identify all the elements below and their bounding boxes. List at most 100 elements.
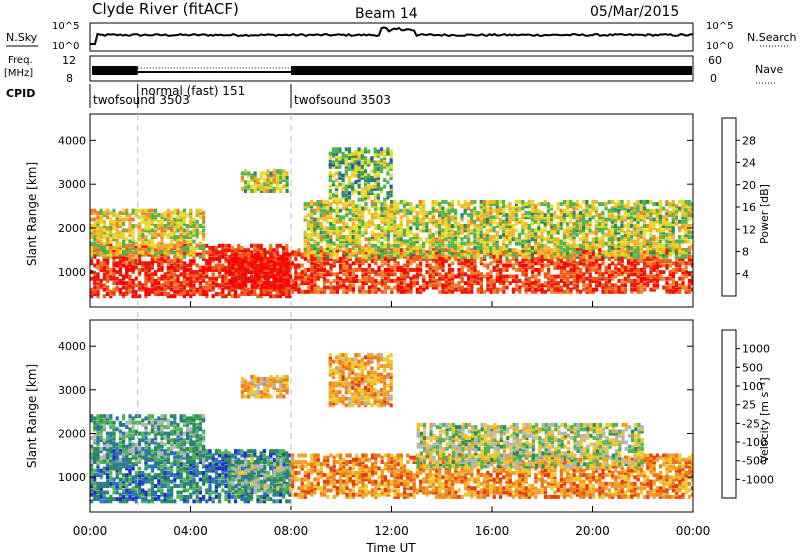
heatmap-cell <box>374 243 378 248</box>
heatmap-cell <box>250 274 254 279</box>
heatmap-cell <box>550 289 554 294</box>
heatmap-cell <box>690 243 693 248</box>
heatmap-cell <box>247 256 251 261</box>
heatmap-cell <box>99 285 103 290</box>
heatmap-cell <box>335 226 339 231</box>
heatmap-cell <box>266 180 270 185</box>
heatmap-cell <box>553 287 557 292</box>
heatmap-cell <box>655 210 659 215</box>
heatmap-cell <box>211 252 215 257</box>
heatmap-cell <box>406 270 410 275</box>
heatmap-cell <box>313 239 317 244</box>
heatmap-cell <box>102 235 106 239</box>
heatmap-cell <box>198 272 202 277</box>
heatmap-cell <box>291 263 295 268</box>
heatmap-cell <box>150 228 154 233</box>
heatmap-cell <box>652 261 656 266</box>
heatmap-cell <box>396 278 400 283</box>
heatmap-cell <box>338 149 342 154</box>
heatmap-cell <box>425 252 429 257</box>
heatmap-cell <box>303 235 307 239</box>
heatmap-cell <box>415 217 419 222</box>
heatmap-cell <box>671 239 675 244</box>
heatmap-cell <box>415 219 419 224</box>
heatmap-cell <box>335 149 339 154</box>
heatmap-cell <box>418 210 422 215</box>
heatmap-cell <box>115 248 119 253</box>
heatmap-cell <box>237 270 241 275</box>
heatmap-cell <box>313 287 317 292</box>
heatmap-cell <box>109 294 113 299</box>
heatmap-cell <box>182 281 186 286</box>
heatmap-cell <box>527 276 531 281</box>
heatmap-cell <box>591 287 595 292</box>
heatmap-cell <box>594 213 598 218</box>
heatmap-cell <box>505 213 509 218</box>
heatmap-cell <box>370 250 374 255</box>
heatmap-cell <box>374 224 378 228</box>
heatmap-cell <box>681 213 685 218</box>
heatmap-cell <box>415 235 419 239</box>
heatmap-cell <box>102 276 106 281</box>
heatmap-cell <box>173 294 177 299</box>
heatmap-cell <box>364 206 368 211</box>
heatmap-cell <box>342 278 346 283</box>
heatmap-cell <box>313 208 317 213</box>
heatmap-cell <box>160 259 164 264</box>
heatmap-cell <box>415 250 419 255</box>
heatmap-cell <box>457 230 461 235</box>
heatmap-cell <box>652 278 656 283</box>
heatmap-cell <box>380 219 384 224</box>
heatmap-cell <box>285 265 289 270</box>
heatmap-cell <box>282 248 286 253</box>
heatmap-cell <box>550 235 554 239</box>
heatmap-cell <box>575 206 579 211</box>
heatmap-cell <box>282 263 286 268</box>
heatmap-cell <box>319 261 323 266</box>
heatmap-cell <box>588 278 592 283</box>
heatmap-cell <box>431 265 435 270</box>
heatmap-cell <box>514 228 518 233</box>
heatmap-cell <box>665 254 669 259</box>
heatmap-cell <box>182 294 186 299</box>
heatmap-cell <box>620 235 624 239</box>
heatmap-cell <box>323 252 327 257</box>
heatmap-cell <box>460 237 464 242</box>
heatmap-cell <box>466 232 470 237</box>
heatmap-cell <box>374 208 378 213</box>
heatmap-cell <box>154 235 158 239</box>
heatmap-cell <box>486 221 490 226</box>
heatmap-cell <box>263 189 267 193</box>
heatmap-cell <box>138 261 142 266</box>
heatmap-cell <box>93 252 97 257</box>
heatmap-cell <box>582 226 586 231</box>
heatmap-cell <box>598 241 602 246</box>
heatmap-cell <box>547 281 551 286</box>
heatmap-cell <box>671 278 675 283</box>
heatmap-cell <box>678 254 682 259</box>
heatmap-cell <box>681 239 685 244</box>
heatmap-cell <box>160 235 164 239</box>
heatmap-cell <box>396 237 400 242</box>
heatmap-cell <box>230 294 234 299</box>
heatmap-cell <box>272 178 276 182</box>
heatmap-cell <box>112 254 116 259</box>
heatmap-cell <box>345 208 349 213</box>
heatmap-cell <box>649 272 653 277</box>
heatmap-cell <box>247 263 251 268</box>
heatmap-cell <box>585 259 589 264</box>
heatmap-cell <box>681 272 685 277</box>
heatmap-cell <box>607 213 611 218</box>
heatmap-cell <box>179 241 183 246</box>
heatmap-cell <box>575 276 579 281</box>
heatmap-cell <box>361 289 365 294</box>
heatmap-cell <box>406 246 410 250</box>
heatmap-cell <box>380 283 384 288</box>
heatmap-cell <box>470 230 474 235</box>
heatmap-cell <box>345 261 349 266</box>
heatmap-cell <box>450 232 454 237</box>
heatmap-cell <box>530 202 534 207</box>
heatmap-cell <box>588 285 592 290</box>
heatmap-cell <box>578 250 582 255</box>
heatmap-cell <box>505 285 509 290</box>
